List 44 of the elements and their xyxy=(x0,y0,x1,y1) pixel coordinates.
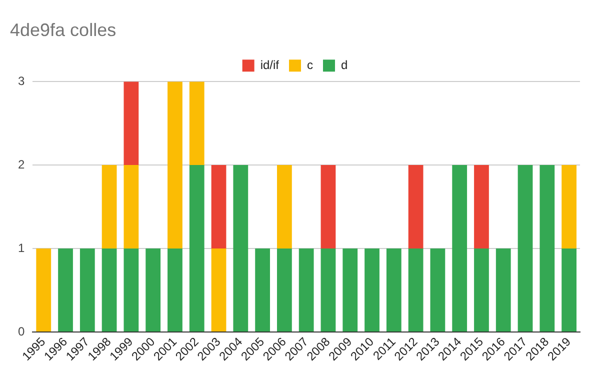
y-tick-label: 3 xyxy=(18,74,25,88)
y-tick-label: 0 xyxy=(18,324,25,338)
bar xyxy=(320,248,336,332)
bar xyxy=(124,248,139,332)
bar xyxy=(189,165,204,332)
y-tick-label: 1 xyxy=(18,240,25,255)
bar xyxy=(211,165,226,248)
bar xyxy=(102,248,117,332)
bar xyxy=(146,248,161,332)
bar xyxy=(320,165,336,248)
chart-title: 4de9fa colles xyxy=(10,20,116,40)
bar xyxy=(36,248,52,332)
bar xyxy=(168,82,182,248)
bar xyxy=(277,165,292,248)
bar xyxy=(430,248,446,332)
bar xyxy=(518,165,533,332)
bar xyxy=(474,248,489,332)
bar xyxy=(189,82,204,166)
bar xyxy=(124,82,139,166)
legend-label: c xyxy=(307,58,313,72)
y-tick-label: 2 xyxy=(18,157,25,172)
bar xyxy=(386,248,402,332)
bar xyxy=(58,248,73,332)
bar xyxy=(298,248,314,332)
bar xyxy=(408,248,424,332)
bar xyxy=(408,165,424,248)
bar xyxy=(168,248,182,332)
bar xyxy=(211,248,226,332)
bar xyxy=(496,248,511,332)
bar xyxy=(364,248,380,332)
bar xyxy=(102,165,117,248)
bar xyxy=(277,248,292,332)
bar xyxy=(255,248,270,332)
bar xyxy=(540,165,555,332)
bar xyxy=(452,165,468,332)
bar xyxy=(342,248,358,332)
bar xyxy=(562,165,576,248)
bar xyxy=(124,165,139,248)
bar xyxy=(562,248,576,332)
bar xyxy=(80,248,95,332)
legend-label: id/if xyxy=(260,58,280,72)
bar xyxy=(474,165,489,248)
bar xyxy=(233,165,248,332)
legend-label: d xyxy=(341,58,348,72)
